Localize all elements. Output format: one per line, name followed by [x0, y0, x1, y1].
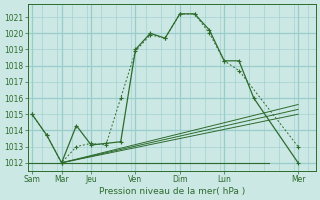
- X-axis label: Pression niveau de la mer( hPa ): Pression niveau de la mer( hPa ): [99, 187, 245, 196]
